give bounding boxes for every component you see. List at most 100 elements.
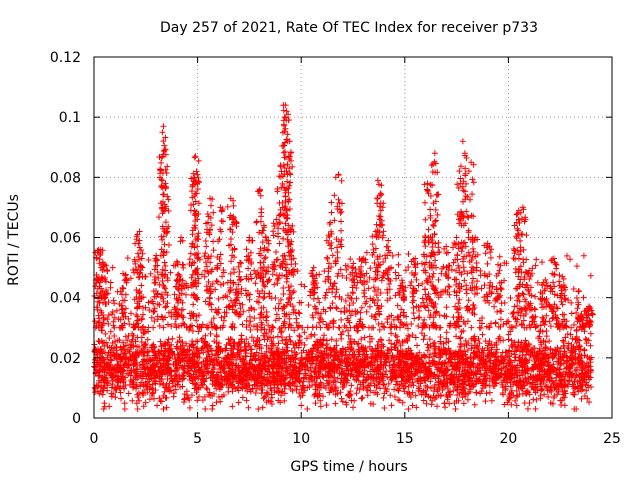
data-point	[301, 341, 308, 348]
data-point	[427, 378, 434, 385]
data-point	[518, 339, 525, 346]
data-point	[510, 392, 517, 399]
data-point	[239, 394, 246, 401]
data-point	[464, 347, 471, 354]
data-point	[101, 343, 108, 350]
data-point	[317, 403, 324, 410]
data-point	[572, 367, 579, 374]
data-point	[409, 332, 416, 339]
data-point	[298, 402, 305, 409]
data-point	[275, 397, 282, 404]
data-point	[426, 336, 433, 343]
data-point	[414, 342, 421, 349]
data-point	[456, 368, 463, 375]
data-point	[574, 364, 581, 371]
data-point	[193, 389, 200, 396]
data-point	[573, 372, 580, 379]
data-point	[473, 389, 480, 396]
data-point	[443, 329, 450, 336]
data-point	[471, 401, 478, 408]
data-point	[483, 390, 490, 397]
data-point	[422, 392, 429, 399]
data-point	[409, 389, 416, 396]
data-point	[454, 392, 461, 399]
data-point	[108, 357, 115, 364]
data-point	[291, 327, 298, 334]
data-point	[202, 405, 209, 412]
data-point	[94, 383, 101, 390]
data-point	[213, 333, 220, 340]
data-point	[405, 332, 412, 339]
data-point	[302, 370, 309, 377]
data-point	[543, 327, 550, 334]
data-point	[220, 392, 227, 399]
data-point	[320, 393, 327, 400]
data-point	[111, 332, 118, 339]
data-point	[186, 404, 193, 411]
data-point	[392, 332, 399, 339]
data-point	[213, 399, 220, 406]
data-point	[513, 394, 520, 401]
data-point	[106, 335, 113, 342]
data-point	[456, 343, 463, 350]
data-point	[263, 389, 270, 396]
data-point	[176, 362, 183, 369]
data-point	[542, 382, 549, 389]
data-point	[199, 397, 206, 404]
data-point	[508, 401, 515, 408]
data-point	[453, 333, 460, 340]
data-point	[452, 405, 459, 412]
data-point	[134, 405, 141, 412]
data-point	[199, 335, 206, 342]
data-point	[562, 334, 569, 341]
data-point	[235, 399, 242, 406]
data-point	[134, 394, 141, 401]
data-point	[303, 335, 310, 342]
data-points-layer	[91, 102, 596, 412]
data-point	[324, 368, 331, 375]
data-point	[160, 405, 167, 412]
data-point	[195, 328, 202, 335]
data-point	[482, 338, 489, 345]
data-point	[138, 338, 145, 345]
data-point	[348, 382, 355, 389]
data-point	[286, 333, 293, 340]
data-point	[118, 395, 125, 402]
data-point	[203, 385, 210, 392]
data-point	[559, 384, 566, 391]
data-point	[345, 327, 352, 334]
data-point	[353, 390, 360, 397]
data-point	[183, 340, 190, 347]
data-point	[512, 397, 519, 404]
data-point	[509, 362, 516, 369]
data-point	[457, 334, 464, 341]
data-point	[526, 380, 533, 387]
data-point	[382, 385, 389, 392]
data-point	[140, 403, 147, 410]
data-point	[421, 332, 428, 339]
data-point	[412, 334, 419, 341]
data-point	[397, 342, 404, 349]
data-point	[387, 392, 394, 399]
data-point	[165, 336, 172, 343]
data-point	[567, 331, 574, 338]
data-point	[358, 336, 365, 343]
data-point	[243, 397, 250, 404]
data-point	[120, 339, 127, 346]
data-point	[169, 335, 176, 342]
data-point	[546, 338, 553, 345]
data-point	[169, 383, 176, 390]
data-point	[509, 344, 516, 351]
data-point	[160, 393, 167, 400]
data-point	[381, 390, 388, 397]
data-point	[327, 387, 334, 394]
data-point	[401, 388, 408, 395]
data-point	[388, 402, 395, 409]
data-point	[464, 396, 471, 403]
data-point	[332, 391, 339, 398]
data-point	[146, 376, 153, 383]
data-point	[406, 333, 413, 340]
data-point	[374, 342, 381, 349]
data-point	[428, 401, 435, 408]
